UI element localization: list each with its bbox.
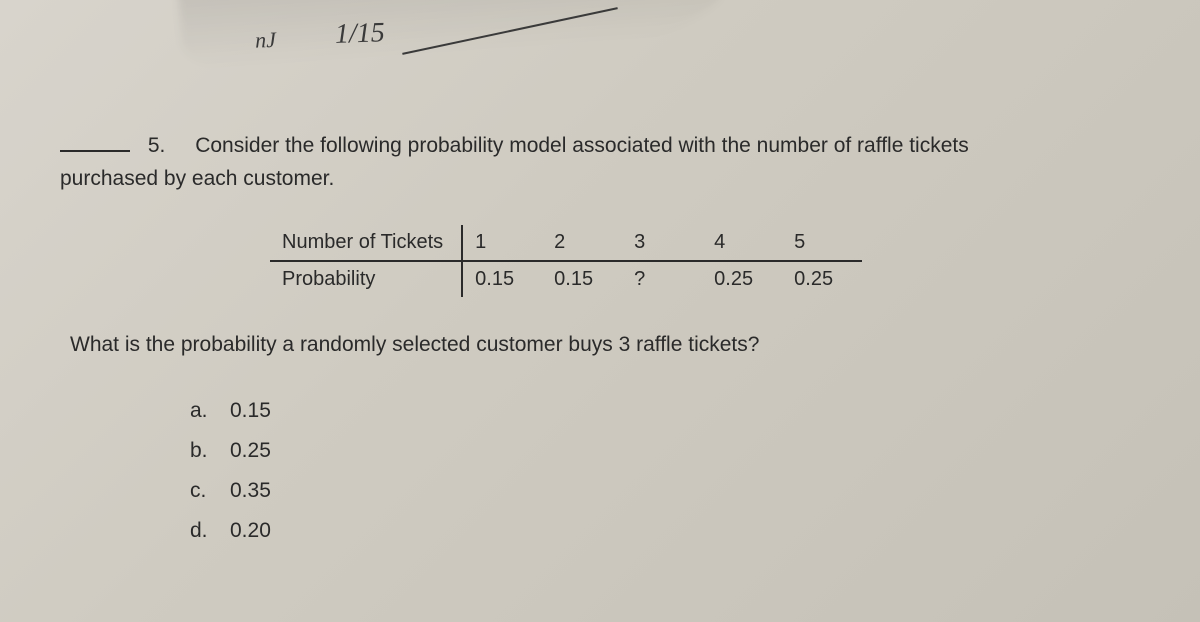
ticket-cell: 4: [702, 225, 782, 261]
choice-c: c. 0.35: [190, 471, 1160, 511]
handwriting-mark-2: nJ: [255, 27, 277, 54]
choice-d: d. 0.20: [190, 511, 1160, 551]
choice-letter: b.: [190, 431, 212, 471]
handwriting-mark-1: 1/15: [334, 17, 385, 50]
question-prompt: 5. Consider the following probability mo…: [60, 130, 1160, 195]
choice-letter: a.: [190, 391, 212, 431]
prob-cell: 0.15: [542, 261, 622, 297]
choice-a: a. 0.15: [190, 391, 1160, 431]
prob-cell: 0.25: [702, 261, 782, 297]
choice-letter: d.: [190, 511, 212, 551]
prob-cell: ?: [622, 261, 702, 297]
answer-choices: a. 0.15 b. 0.25 c. 0.35 d. 0.20: [190, 391, 1160, 551]
choice-value: 0.35: [230, 471, 271, 511]
ticket-cell: 3: [622, 225, 702, 261]
choice-value: 0.25: [230, 431, 271, 471]
row-header-probability: Probability: [270, 261, 462, 297]
probability-table: Number of Tickets 1 2 3 4 5 Probability …: [270, 225, 1160, 297]
prompt-text-2: purchased by each customer.: [60, 167, 334, 190]
sub-question: What is the probability a randomly selec…: [70, 333, 1160, 357]
ticket-cell: 5: [782, 225, 862, 261]
question-content: 5. Consider the following probability mo…: [60, 130, 1160, 551]
choice-value: 0.15: [230, 391, 271, 431]
handwriting-annotation: nJ 1/15: [334, 17, 385, 51]
ticket-cell: 1: [462, 225, 542, 261]
prompt-text-1: Consider the following probability model…: [195, 134, 969, 157]
table-row: Probability 0.15 0.15 ? 0.25 0.25: [270, 261, 862, 297]
row-header-tickets: Number of Tickets: [270, 225, 462, 261]
question-number: 5.: [148, 134, 166, 157]
answer-blank: [60, 150, 130, 152]
ticket-cell: 2: [542, 225, 622, 261]
prob-cell: 0.25: [782, 261, 862, 297]
prob-cell: 0.15: [462, 261, 542, 297]
choice-value: 0.20: [230, 511, 271, 551]
table-row: Number of Tickets 1 2 3 4 5: [270, 225, 862, 261]
choice-letter: c.: [190, 471, 212, 511]
choice-b: b. 0.25: [190, 431, 1160, 471]
